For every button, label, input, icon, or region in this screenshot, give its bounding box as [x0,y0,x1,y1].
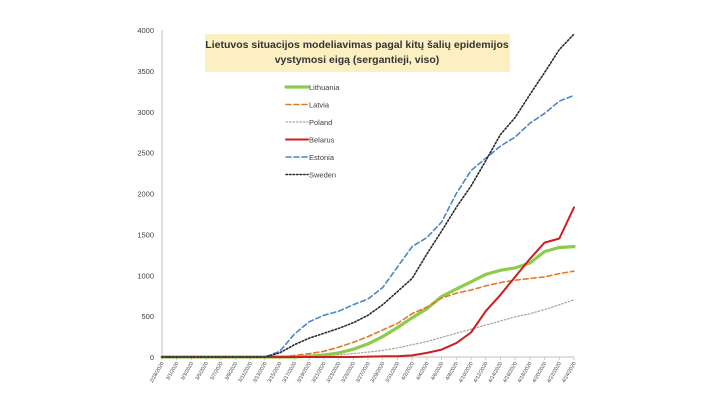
legend-label-belarus: Belarus [309,136,335,145]
x-tick-label: 3/9/2020 [224,361,239,382]
axes: 0 500 1000 1500 2000 2500 3000 3500 4000 2/28/20… [137,26,577,384]
y-tick-label: 4000 [137,26,154,35]
legend: Lithuania Latvia Poland Belarus Estonia Swede… [284,83,340,180]
chart-title-background [205,34,510,72]
x-tick-label: 2/28/2020 [149,361,166,384]
x-tick-label: 3/7/2020 [209,361,224,382]
legend-label-estonia: Estonia [309,153,335,162]
x-tick-labels: 2/28/2020 3/1/2020 3/3/2020 3/5/2020 3/7/202… [149,357,578,384]
y-tick-label: 1500 [137,230,154,239]
legend-label-latvia: Latvia [309,101,330,110]
legend-label-lithuania: Lithuania [309,83,340,92]
x-tick-label: 4/4/2020 [415,361,430,382]
legend-label-poland: Poland [309,118,332,127]
series-line-sweden [161,33,575,358]
series-line-belarus [161,206,575,358]
x-tick-label: 3/5/2020 [195,361,210,382]
legend-label-sweden: Sweden [309,171,336,180]
series-line-lithuania [160,245,576,359]
x-tick-label: 4/24/2020 [561,361,578,384]
series-lines [160,33,576,359]
x-tick-label: 3/31/2020 [384,361,401,384]
chart-title: Lietuvos situacijos modeliavimas pagal k… [205,34,510,72]
y-tick-label: 3500 [137,67,154,76]
x-tick-label: 4/8/2020 [445,361,460,382]
chart-title-line-1: Lietuvos situacijos modeliavimas pagal k… [205,39,509,51]
y-tick-label: 500 [141,312,154,321]
y-tick-label: 3000 [137,108,154,117]
y-tick-label: 2000 [137,190,154,199]
y-tick-label: 1000 [137,271,154,280]
y-tick-labels: 0 500 1000 1500 2000 2500 3000 3500 4000 [137,26,154,362]
y-tick-label: 2500 [137,149,154,158]
y-tick-label: 0 [150,353,154,362]
x-tick-label: 4/6/2020 [430,361,445,382]
x-tick-label: 4/2/2020 [401,361,416,382]
series-line-poland [161,299,575,358]
x-tick-label: 3/1/2020 [165,361,180,382]
x-tick-label: 3/3/2020 [180,361,195,382]
chart-title-line-2: vystymosi eigą (sergantieji, viso) [275,54,440,66]
